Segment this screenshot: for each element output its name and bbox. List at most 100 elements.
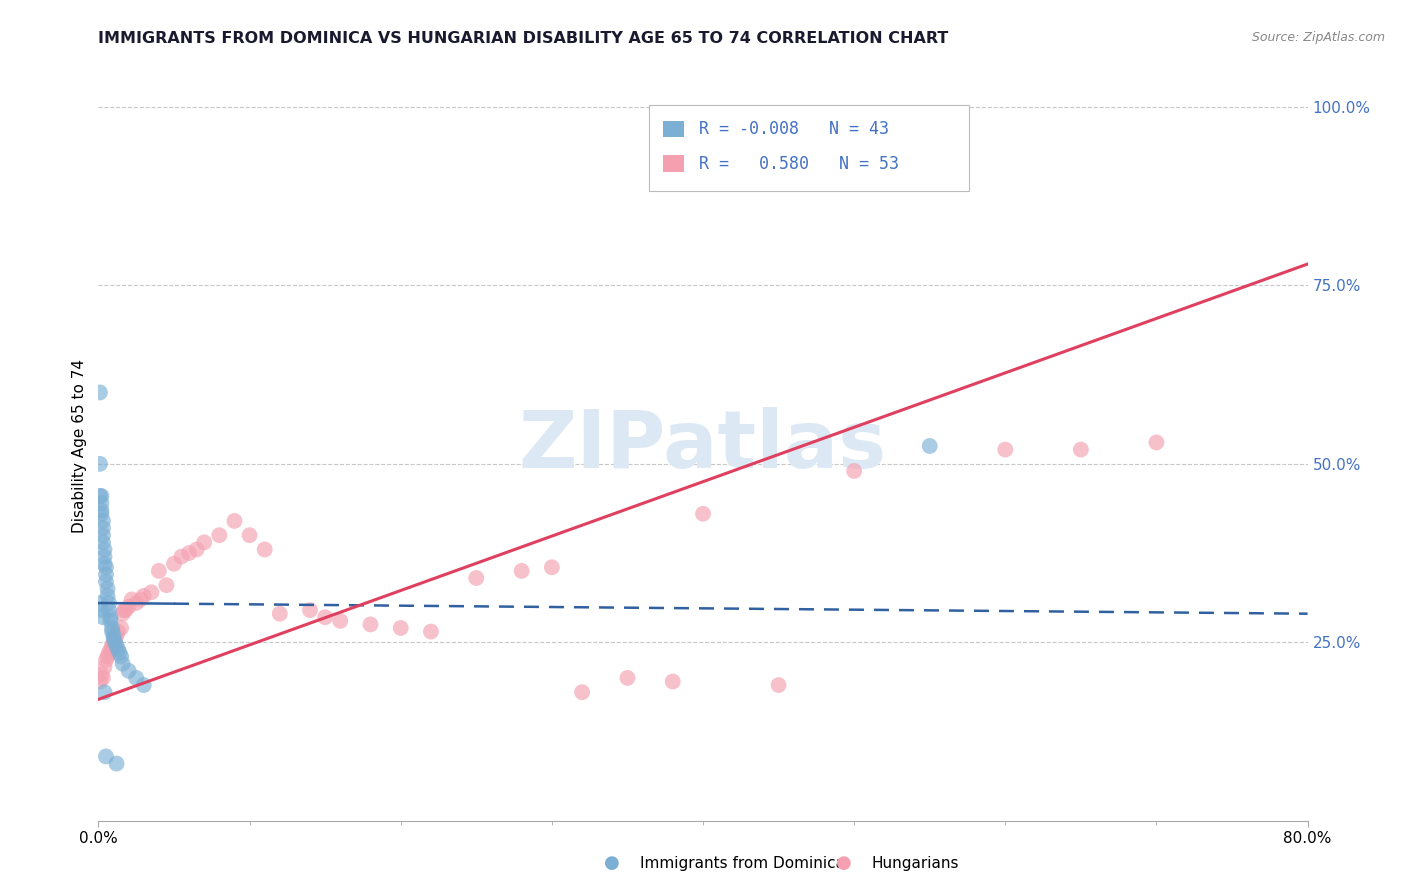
Point bbox=[89, 457, 111, 471]
Point bbox=[107, 642, 129, 657]
Point bbox=[89, 596, 111, 610]
Point bbox=[100, 614, 122, 628]
Bar bbox=[664, 120, 685, 137]
Point bbox=[89, 674, 111, 689]
Point bbox=[768, 678, 790, 692]
Point bbox=[91, 528, 114, 542]
Text: ●: ● bbox=[603, 855, 620, 872]
Point bbox=[89, 489, 111, 503]
Point bbox=[91, 521, 114, 535]
Point bbox=[224, 514, 246, 528]
Point bbox=[129, 592, 152, 607]
Point bbox=[141, 585, 163, 599]
Point bbox=[918, 439, 941, 453]
Point bbox=[94, 653, 117, 667]
Point bbox=[98, 603, 121, 617]
Point bbox=[100, 642, 122, 657]
Point bbox=[465, 571, 488, 585]
Point bbox=[132, 678, 155, 692]
Point bbox=[101, 624, 124, 639]
Point bbox=[110, 621, 132, 635]
Bar bbox=[664, 155, 685, 172]
Point bbox=[105, 628, 128, 642]
Point bbox=[93, 549, 115, 564]
Point bbox=[1144, 435, 1167, 450]
Point bbox=[208, 528, 231, 542]
Point bbox=[93, 542, 115, 557]
Point bbox=[94, 574, 117, 589]
Y-axis label: Disability Age 65 to 74: Disability Age 65 to 74 bbox=[72, 359, 87, 533]
Point bbox=[90, 507, 112, 521]
Text: IMMIGRANTS FROM DOMINICA VS HUNGARIAN DISABILITY AGE 65 TO 74 CORRELATION CHART: IMMIGRANTS FROM DOMINICA VS HUNGARIAN DI… bbox=[98, 31, 949, 46]
Point bbox=[111, 657, 134, 671]
Point bbox=[420, 624, 443, 639]
Point bbox=[253, 542, 276, 557]
Point bbox=[96, 582, 118, 596]
Point bbox=[89, 385, 111, 400]
Point bbox=[269, 607, 291, 621]
Point bbox=[104, 635, 127, 649]
Point bbox=[121, 592, 143, 607]
Point bbox=[98, 646, 121, 660]
Point bbox=[118, 599, 141, 614]
Point bbox=[132, 589, 155, 603]
Point bbox=[112, 603, 135, 617]
Point bbox=[103, 632, 125, 646]
Point bbox=[193, 535, 215, 549]
Point bbox=[571, 685, 593, 699]
Point bbox=[100, 610, 122, 624]
Point bbox=[90, 503, 112, 517]
Point bbox=[125, 596, 148, 610]
Point bbox=[155, 578, 177, 592]
Point bbox=[96, 589, 118, 603]
Point bbox=[125, 671, 148, 685]
Point bbox=[98, 596, 121, 610]
Point bbox=[101, 639, 124, 653]
Point bbox=[96, 649, 118, 664]
Point bbox=[114, 603, 136, 617]
FancyBboxPatch shape bbox=[648, 105, 969, 191]
Point bbox=[148, 564, 170, 578]
Point bbox=[616, 671, 638, 685]
Point bbox=[299, 603, 322, 617]
Point bbox=[540, 560, 562, 574]
Text: R =   0.580   N = 53: R = 0.580 N = 53 bbox=[699, 154, 898, 172]
Point bbox=[170, 549, 193, 564]
Point bbox=[93, 557, 115, 571]
Point bbox=[90, 603, 112, 617]
Point bbox=[90, 667, 112, 681]
Point bbox=[91, 535, 114, 549]
Point bbox=[108, 646, 131, 660]
Point bbox=[179, 546, 201, 560]
Point bbox=[692, 507, 714, 521]
Text: ZIPatlas: ZIPatlas bbox=[519, 407, 887, 485]
Point bbox=[314, 610, 336, 624]
Point bbox=[239, 528, 262, 542]
Point bbox=[163, 557, 186, 571]
Point bbox=[91, 671, 114, 685]
Point bbox=[94, 567, 117, 582]
Point bbox=[94, 560, 117, 574]
Point bbox=[91, 514, 114, 528]
Point bbox=[93, 660, 115, 674]
Point bbox=[360, 617, 382, 632]
Text: Source: ZipAtlas.com: Source: ZipAtlas.com bbox=[1251, 31, 1385, 45]
Point bbox=[389, 621, 412, 635]
Text: Hungarians: Hungarians bbox=[872, 856, 959, 871]
Point bbox=[93, 685, 115, 699]
Text: R = -0.008   N = 43: R = -0.008 N = 43 bbox=[699, 120, 889, 138]
Point bbox=[118, 664, 141, 678]
Point bbox=[90, 496, 112, 510]
Point bbox=[844, 464, 866, 478]
Text: Immigrants from Dominica: Immigrants from Dominica bbox=[640, 856, 845, 871]
Point bbox=[103, 628, 125, 642]
Point bbox=[186, 542, 208, 557]
Point bbox=[105, 756, 128, 771]
Point bbox=[1070, 442, 1092, 457]
Point bbox=[994, 442, 1017, 457]
Point bbox=[101, 621, 124, 635]
Point bbox=[110, 649, 132, 664]
Point bbox=[107, 624, 129, 639]
Point bbox=[94, 749, 117, 764]
Point bbox=[329, 614, 352, 628]
